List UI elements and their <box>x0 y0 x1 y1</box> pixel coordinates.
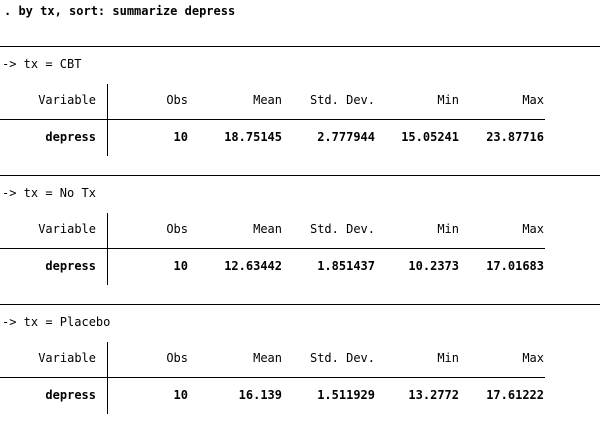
group-prefix: -> tx = <box>2 186 60 200</box>
row-obs: 10 <box>173 259 188 273</box>
header-variable: Variable <box>38 93 96 107</box>
row-obs: 10 <box>173 130 188 144</box>
header-sd: Std. Dev. <box>309 93 375 107</box>
header-mean: Mean <box>253 222 282 236</box>
row-mean: 16.139 <box>238 388 282 402</box>
column-divider <box>107 342 108 414</box>
group-value: Placebo <box>59 315 111 329</box>
row-min: 10.2373 <box>408 259 459 273</box>
header-mean: Mean <box>253 93 282 107</box>
row-variable: depress <box>45 259 96 273</box>
row-mean: 12.63442 <box>224 259 282 273</box>
row-sd: 2.777944 <box>317 130 375 144</box>
header-min: Min <box>437 351 459 365</box>
header-rule <box>0 377 545 378</box>
header-obs: Obs <box>166 222 188 236</box>
group-block-no-tx: -> tx = No Tx Variable Obs Mean Std. Dev… <box>0 175 600 303</box>
group-label: -> tx = CBT <box>2 57 81 71</box>
header-max: Max <box>522 351 544 365</box>
row-variable: depress <box>45 388 96 402</box>
row-max: 17.61222 <box>486 388 544 402</box>
header-sd: Std. Dev. <box>309 222 375 236</box>
group-prefix: -> tx = <box>2 315 60 329</box>
group-value: No Tx <box>59 186 96 200</box>
group-label: -> tx = No Tx <box>2 186 96 200</box>
group-label: -> tx = Placebo <box>2 315 110 329</box>
header-sd: Std. Dev. <box>309 351 375 365</box>
header-variable: Variable <box>38 222 96 236</box>
group-block-placebo: -> tx = Placebo Variable Obs Mean Std. D… <box>0 304 600 432</box>
row-max: 17.01683 <box>486 259 544 273</box>
group-value: CBT <box>59 57 82 71</box>
header-variable: Variable <box>38 351 96 365</box>
group-separator <box>0 304 600 305</box>
group-separator <box>0 46 600 47</box>
header-min: Min <box>437 222 459 236</box>
row-max: 23.87716 <box>486 130 544 144</box>
row-min: 15.05241 <box>401 130 459 144</box>
header-rule <box>0 119 545 120</box>
row-sd: 1.511929 <box>317 388 375 402</box>
header-rule <box>0 248 545 249</box>
header-mean: Mean <box>253 351 282 365</box>
column-divider <box>107 213 108 285</box>
header-max: Max <box>522 93 544 107</box>
column-divider <box>107 84 108 156</box>
row-variable: depress <box>45 130 96 144</box>
group-block-cbt: -> tx = CBT Variable Obs Mean Std. Dev. … <box>0 46 600 174</box>
command-line: . by tx, sort: summarize depress <box>4 4 236 18</box>
header-min: Min <box>437 93 459 107</box>
group-prefix: -> tx = <box>2 57 60 71</box>
group-separator <box>0 175 600 176</box>
row-mean: 18.75145 <box>224 130 282 144</box>
row-min: 13.2772 <box>408 388 459 402</box>
header-max: Max <box>522 222 544 236</box>
row-sd: 1.851437 <box>317 259 375 273</box>
row-obs: 10 <box>173 388 188 402</box>
header-obs: Obs <box>166 351 188 365</box>
header-obs: Obs <box>166 93 188 107</box>
